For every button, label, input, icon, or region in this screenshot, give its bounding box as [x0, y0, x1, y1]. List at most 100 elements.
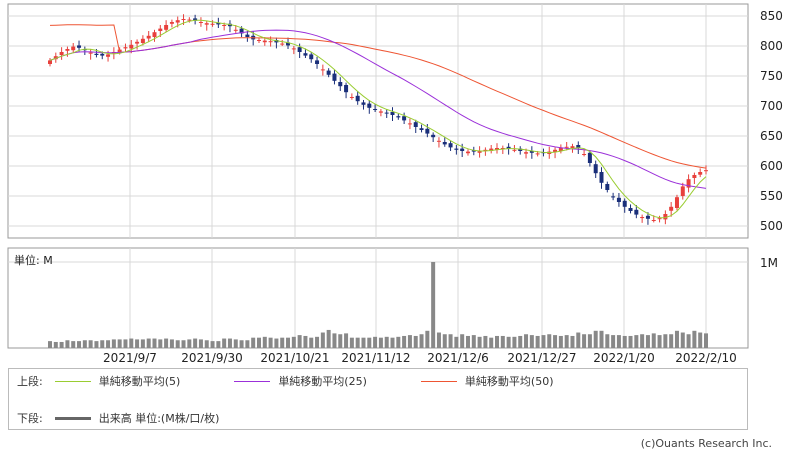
candle-body [320, 69, 325, 71]
candle-body [512, 149, 517, 151]
volume-bar [77, 341, 82, 348]
candle-body [489, 148, 494, 151]
volume-bar [651, 333, 656, 348]
candle-body [216, 22, 221, 25]
candle-body [593, 164, 598, 174]
volume-bar [663, 334, 668, 348]
candle-body [140, 38, 145, 43]
volume-bar [216, 341, 221, 348]
candle-body [483, 149, 488, 151]
volume-bar [268, 337, 273, 348]
candle-body [286, 42, 291, 46]
candle-body [181, 19, 186, 20]
candle-body [94, 53, 99, 55]
candle-body [454, 148, 459, 150]
volume-bar [320, 332, 325, 348]
candle-body [210, 23, 215, 25]
candle-body [616, 197, 621, 202]
volume-bar [175, 340, 180, 348]
candle-body [645, 215, 650, 219]
volume-bar [123, 339, 128, 348]
candle-body [518, 148, 523, 151]
volume-bar [674, 330, 679, 348]
candle-body [564, 146, 569, 148]
candle-body [338, 82, 343, 87]
candle-body [71, 46, 76, 51]
volume-bar [599, 330, 604, 348]
candle-body [436, 140, 441, 142]
volume-bar [553, 335, 558, 348]
ma5-line [49, 19, 707, 219]
candle-body [239, 28, 244, 34]
candle-body [326, 70, 331, 75]
candle-body [135, 41, 140, 44]
candle-body [245, 34, 250, 37]
volume-bar [558, 335, 563, 348]
candle-body [669, 206, 674, 211]
candle-body [77, 45, 82, 48]
x-tick-label: 2021/12/27 [507, 351, 576, 365]
price-grid [8, 4, 748, 238]
candle-body [704, 170, 708, 172]
volume-bar [576, 332, 581, 348]
volume-bar [344, 333, 349, 348]
volume-bar [94, 341, 99, 348]
ma5-swatch [54, 380, 91, 382]
volume-bar [152, 338, 157, 348]
volume-bar [303, 335, 308, 348]
legend-ma25-label: 単純移動平均(25) [278, 375, 367, 388]
candle-body [611, 196, 616, 198]
volume-bar [611, 335, 616, 348]
volume-panel: 単位: M 1M [7, 247, 778, 349]
volume-bar [477, 336, 482, 348]
volume-bar [193, 338, 198, 348]
price-axis: 500 550 600 650 700 750 800 850 [760, 9, 783, 233]
candle-body [291, 48, 296, 50]
volume-bar [419, 334, 424, 348]
volume-bar [274, 338, 279, 348]
candle-body [158, 28, 163, 31]
candle-body [303, 53, 308, 56]
candle-body [175, 20, 180, 23]
volume-bar [146, 338, 151, 348]
volume-bar [117, 339, 122, 348]
candle-body [222, 25, 227, 26]
x-tick-label: 2021/9/30 [181, 351, 243, 365]
price-tick-label: 600 [760, 159, 783, 173]
volume-bar [396, 336, 401, 348]
volume-bar [605, 334, 610, 348]
price-tick-label: 700 [760, 99, 783, 113]
ma25-line [49, 29, 707, 189]
candle-body [332, 73, 337, 81]
volume-bar [518, 335, 523, 348]
candle-body [187, 19, 192, 21]
volume-bar [198, 339, 203, 348]
candle-body [448, 143, 453, 148]
volume-bar [564, 335, 569, 348]
legend-lower-label: 下段: [17, 412, 43, 425]
volume-bar [251, 337, 256, 348]
x-tick-label: 2021/9/7 [103, 351, 157, 365]
candle-body [390, 112, 395, 115]
candle-body [663, 214, 668, 220]
volume-bar [616, 335, 621, 348]
candle-body [367, 103, 372, 108]
candle-body [129, 44, 134, 49]
candle-body [152, 32, 157, 37]
legend: 上段: 単純移動平均(5) 単純移動平均(25) 単純移動平均(50) 下段: … [8, 368, 748, 430]
price-panel-frame [7, 3, 749, 239]
volume-bar [181, 340, 186, 348]
x-tick-label: 2021/11/12 [341, 351, 410, 365]
volume-panel-frame [7, 247, 749, 349]
candle-body [529, 151, 534, 153]
price-tick-label: 800 [760, 39, 783, 53]
volume-bar [204, 340, 209, 348]
candle-body [460, 148, 465, 151]
volume-bar [547, 334, 552, 348]
candle-body [268, 41, 273, 43]
candle-body [48, 60, 52, 64]
candlesticks [48, 14, 708, 225]
volume-bar [245, 340, 250, 348]
candle-body [692, 175, 697, 178]
